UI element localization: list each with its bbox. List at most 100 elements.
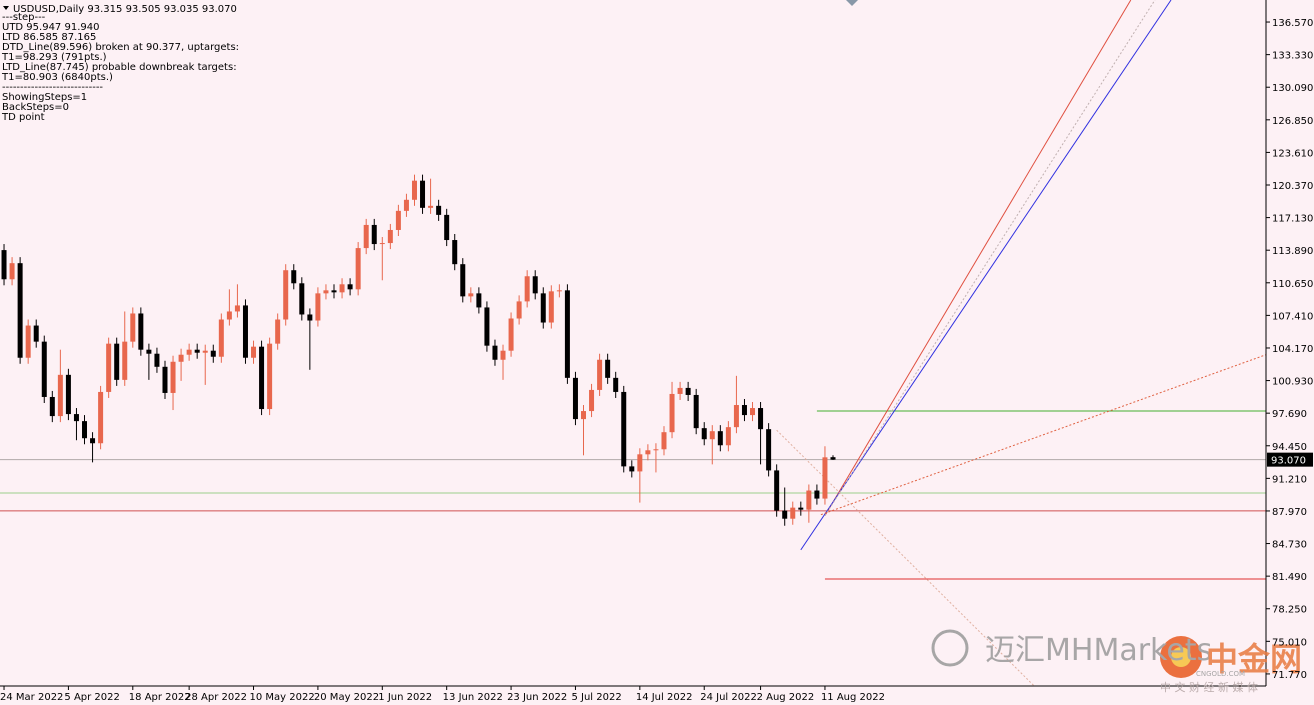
candle-body (170, 361, 176, 393)
y-tick-label: 123.610 (1272, 148, 1313, 159)
plot-area (0, 0, 1266, 686)
candle-body (73, 414, 79, 422)
trendline (776, 429, 1035, 686)
x-tick-label: 2 Aug 2022 (757, 692, 815, 703)
candle-body (589, 389, 595, 412)
candle-body (782, 510, 788, 519)
candle-body (741, 405, 747, 416)
candle-body (162, 366, 168, 393)
candle-body (532, 276, 538, 294)
x-tick-label: 11 Aug 2022 (821, 692, 885, 703)
candle-body (709, 431, 715, 440)
candle-body (806, 490, 812, 510)
candle-body (556, 290, 562, 292)
candle-body (661, 432, 667, 450)
x-tick-label: 24 Mar 2022 (0, 692, 63, 703)
candle-body (379, 243, 385, 245)
candle-body (1, 250, 7, 280)
candle-body (830, 457, 836, 460)
candle-body (411, 180, 417, 200)
candle-body (90, 438, 96, 444)
y-tick-label: 75.010 (1272, 637, 1307, 648)
candle-body (444, 214, 450, 241)
candle-body (259, 346, 265, 410)
y-tick-label: 78.250 (1272, 605, 1307, 616)
candle-body (685, 387, 691, 395)
indicator-text: TD point (1, 112, 45, 123)
indicator-text: LTD 86.585 87.165 (2, 32, 96, 43)
watermark-logo-text: 迈汇MHMarkets (985, 633, 1212, 668)
candle-body (500, 350, 506, 360)
candle-body (146, 349, 152, 354)
shift-marker (846, 0, 858, 6)
candle-body (403, 199, 409, 211)
candle-body (653, 449, 659, 451)
indicator-text: ---------------------------- (2, 82, 103, 93)
candle-body (154, 353, 160, 367)
candle-body (291, 270, 297, 284)
candle-body (17, 263, 23, 358)
indicator-text: ---step--- (2, 12, 46, 23)
candle-body (395, 210, 401, 230)
watermark-brand: 中金网 (1206, 640, 1302, 678)
candle-body (452, 240, 458, 265)
y-tick-label: 136.570 (1272, 18, 1313, 29)
candle-body (790, 507, 796, 519)
candle-body (202, 350, 208, 353)
candle-body (492, 345, 498, 360)
candle-body (25, 325, 31, 358)
candle-body (355, 248, 361, 290)
indicator-text: LTD_Line(87.745) probable downbreak targ… (2, 62, 237, 73)
candle-body (65, 374, 71, 415)
candle-body (106, 343, 112, 392)
indicator-text: DTD_Line(89.596) broken at 90.377, uptar… (2, 42, 239, 53)
candle-body (194, 349, 200, 353)
candle-body (226, 311, 232, 320)
y-tick-label: 120.370 (1272, 181, 1313, 192)
candle-body (363, 224, 369, 249)
candle-body (508, 318, 514, 351)
candle-body (629, 466, 635, 472)
candle-body (822, 457, 828, 499)
watermark: 迈汇MHMarkets 中金网 CNGOLD.COM 中 文 财 经 新 媒 体 (931, 629, 1302, 694)
trendline (824, 0, 1132, 516)
candle-body (717, 431, 723, 446)
candle-body (468, 293, 474, 297)
candle-body (130, 313, 136, 342)
candle-body (613, 377, 619, 392)
candle-body (798, 507, 804, 510)
indicator-text: T1=80.903 (6840pts.) (1, 72, 113, 83)
candle-body (540, 293, 546, 323)
candle-body (275, 319, 281, 344)
candle-body (251, 346, 257, 358)
indicator-text: ShowingSteps=1 (2, 92, 87, 103)
indicator-text: T1=98.293 (791pts.) (1, 52, 107, 63)
y-tick-label: 107.410 (1272, 311, 1313, 322)
y-tick-label: 130.090 (1272, 83, 1313, 94)
x-tick-label: 20 May 2022 (314, 692, 379, 703)
candle-body (774, 470, 780, 511)
y-tick-label: 84.730 (1272, 540, 1307, 551)
candle-body (524, 276, 530, 302)
candle-body (733, 405, 739, 428)
y-tick-label: 110.650 (1272, 279, 1313, 290)
candle-body (242, 305, 248, 358)
candle-body (428, 205, 434, 208)
candle-body (669, 393, 675, 433)
x-tick-label: 10 May 2022 (250, 692, 315, 703)
candle-body (114, 343, 120, 380)
candle-body (82, 421, 88, 439)
wechat-icon (931, 629, 969, 667)
candle-body (315, 293, 321, 321)
candle-body (637, 454, 643, 472)
x-tick-label: 1 Jun 2022 (378, 692, 432, 703)
candle-body (750, 408, 756, 416)
candle-body (98, 391, 104, 444)
candle-body (218, 319, 224, 357)
y-tick-label: 117.130 (1272, 214, 1313, 225)
candle-body (33, 325, 39, 342)
x-tick-label: 23 Jun 2022 (507, 692, 567, 703)
y-tick-label: 71.770 (1272, 670, 1307, 681)
